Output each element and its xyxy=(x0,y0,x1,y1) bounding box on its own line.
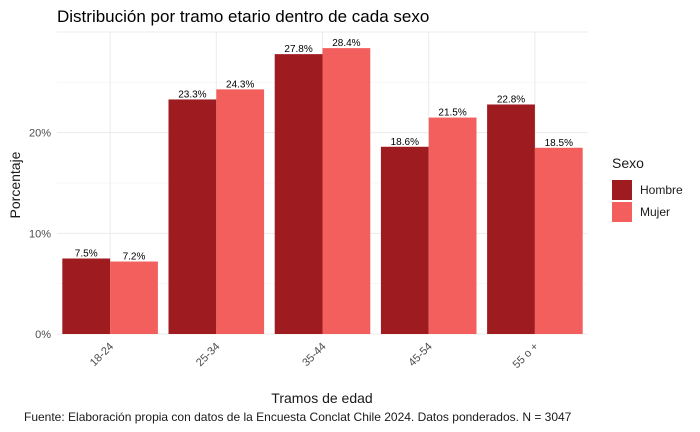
bar-mujer-45-54 xyxy=(428,117,477,334)
data-label: 18.6% xyxy=(391,137,419,148)
data-label: 24.3% xyxy=(226,79,254,90)
bar-mujer-55-o- xyxy=(534,147,583,334)
bars xyxy=(62,48,583,335)
x-tick-label: 35-44 xyxy=(300,341,328,369)
legend-title: Sexo xyxy=(612,155,644,171)
data-label: 23.3% xyxy=(178,89,206,100)
legend: Sexo Hombre Mujer xyxy=(612,155,683,222)
y-axis-title: Porcentaje xyxy=(7,151,23,218)
data-label: 21.5% xyxy=(438,108,466,119)
legend-label: Hombre xyxy=(640,183,683,197)
x-axis-ticks: 18-24 25-34 35-44 45-54 55 o + xyxy=(88,341,541,371)
x-tick-label: 25-34 xyxy=(194,341,222,369)
y-tick-label: 10% xyxy=(29,228,51,240)
chart-title: Distribución por tramo etario dentro de … xyxy=(57,7,429,26)
data-label: 18.5% xyxy=(545,138,573,149)
bar-hombre-25-34 xyxy=(168,99,217,334)
y-tick-label: 0% xyxy=(35,329,51,341)
data-label: 27.8% xyxy=(284,44,312,55)
y-tick-label: 20% xyxy=(29,128,51,140)
bar-mujer-25-34 xyxy=(216,89,265,334)
legend-key-mujer xyxy=(612,202,632,222)
data-label: 28.4% xyxy=(332,38,360,49)
y-axis-ticks: 0% 10% 20% xyxy=(29,128,51,341)
data-label: 7.2% xyxy=(123,252,146,263)
data-label: 7.5% xyxy=(75,249,98,260)
bar-hombre-18-24 xyxy=(62,258,111,334)
legend-key-hombre xyxy=(612,180,632,200)
x-tick-label: 45-54 xyxy=(406,341,434,369)
bar-hombre-55-o- xyxy=(487,104,535,334)
bar-hombre-35-44 xyxy=(274,54,323,335)
legend-label: Mujer xyxy=(640,205,670,219)
x-tick-label: 18-24 xyxy=(88,341,116,369)
bar-hombre-45-54 xyxy=(380,146,429,334)
caption: Fuente: Elaboración propia con datos de … xyxy=(24,410,572,424)
data-labels: 7.5% 23.3% 27.8% 18.6% 22.8% 7.2% 24.3% 28.4% 21… xyxy=(75,38,573,262)
x-axis-title: Tramos de edad xyxy=(271,390,372,406)
bar-mujer-18-24 xyxy=(110,261,158,334)
bar-mujer-35-44 xyxy=(322,48,371,335)
data-label: 22.8% xyxy=(497,94,525,105)
x-tick-label: 55 o + xyxy=(511,341,541,371)
